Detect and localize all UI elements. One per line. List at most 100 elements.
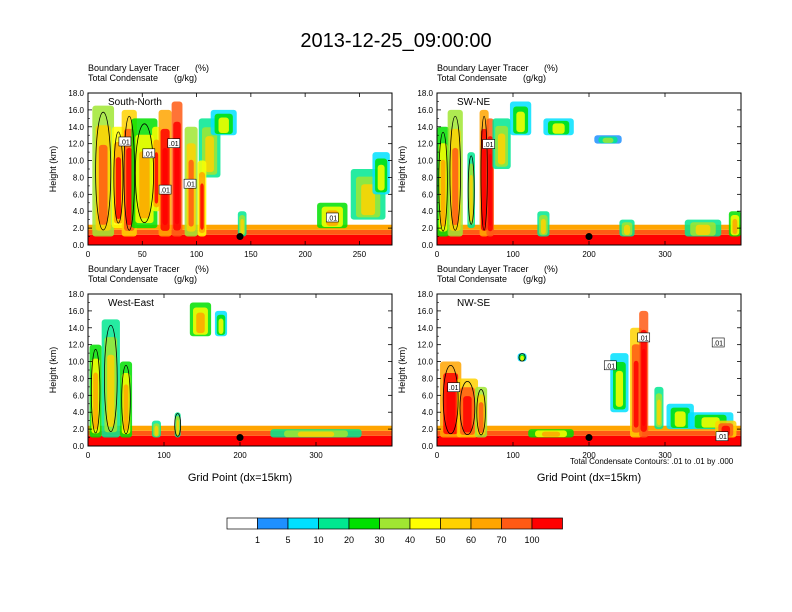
plume-4-level-3 (482, 147, 486, 226)
chart-panel-3: 0.0 2.0 4.0 6.0 8.0 10.0 12.0 14.0 16.0 18.0 0 100 2… (48, 264, 393, 484)
condensate-contour-2 (104, 324, 118, 433)
x-tick-label: 250 (353, 250, 367, 259)
contour-label-2: .01 (605, 363, 615, 370)
condensate-contour-3 (476, 389, 486, 436)
y-tick-label: 2.0 (422, 224, 434, 233)
plume-7-level-3 (154, 425, 159, 437)
contour-note: Total Condensate Contours: .01 to .01 by… (570, 457, 734, 466)
condensate-contour-3 (467, 155, 475, 225)
y-axis-label: Height (km) (397, 146, 407, 193)
location-marker (585, 233, 593, 241)
panel-unit-line2: (g/kg) (174, 274, 197, 284)
colorbar-box-7 (409, 517, 441, 530)
y-tick-label: 4.0 (422, 207, 434, 216)
contour-label-box-1 (637, 332, 651, 343)
x-tick-label: 200 (233, 451, 247, 460)
plume-5-level-3 (488, 153, 492, 226)
plume-1-level-3 (98, 144, 108, 225)
colorbar-label-3: 10 (313, 535, 323, 545)
plume-8-level-3 (297, 431, 335, 437)
plume-7-level-3 (174, 141, 180, 225)
x-tick-label: 0 (86, 451, 91, 460)
x-tick-label: 0 (86, 250, 91, 259)
surface-band-2 (437, 430, 741, 436)
y-tick-label: 10.0 (417, 157, 433, 166)
y-tick-label: 12.0 (417, 341, 433, 350)
panel-unit-line2: (g/kg) (174, 73, 197, 83)
panel-unit-line1: (%) (544, 63, 558, 73)
y-tick-label: 16.0 (68, 106, 84, 115)
y-tick-label: 6.0 (422, 391, 434, 400)
y-tick-label: 2.0 (422, 425, 434, 434)
plume-2-level-3 (463, 396, 472, 433)
panel-title-line1: Boundary Layer Tracer (88, 63, 180, 73)
y-tick-label: 8.0 (422, 374, 434, 383)
contour-label-1: .01 (484, 142, 494, 149)
colorbar-label-1: 1 (255, 535, 260, 545)
y-tick-label: 0.0 (422, 241, 434, 250)
condensate-contour-2 (449, 115, 461, 231)
tracer-field (88, 101, 392, 245)
plume-12-level-3 (240, 218, 244, 235)
panel-unit-line2: (g/kg) (523, 274, 546, 284)
plume-4-level-3 (520, 355, 524, 361)
plume-10-level-3 (218, 117, 229, 133)
plume-6-level-3 (497, 133, 506, 165)
x-tick-label: 100 (190, 250, 204, 259)
panel-label: NW-SE (457, 298, 490, 309)
surface-band-2 (88, 430, 392, 436)
plume-5-level-3 (615, 370, 624, 407)
y-tick-label: 16.0 (68, 307, 84, 316)
contour-label-3: .01 (169, 141, 179, 148)
y-tick-label: 4.0 (73, 408, 85, 417)
plume-4-level-3 (139, 151, 150, 219)
y-tick-label: 2.0 (73, 425, 85, 434)
condensate-contour-4 (480, 115, 488, 231)
y-tick-label: 12.0 (68, 140, 84, 149)
x-tick-label: 300 (658, 250, 672, 259)
y-tick-label: 4.0 (422, 408, 434, 417)
plume-3-level-3 (469, 174, 473, 222)
y-tick-label: 2.0 (73, 224, 85, 233)
x-tick-label: 100 (506, 451, 520, 460)
x-tick-label: 0 (435, 451, 440, 460)
colorbar-label-8: 60 (466, 535, 476, 545)
tracer-field (437, 310, 741, 446)
y-tick-label: 18.0 (68, 89, 84, 98)
y-tick-label: 6.0 (422, 190, 434, 199)
x-tick-label: 200 (582, 250, 596, 259)
condensate-contour-2 (459, 380, 476, 435)
colorbar-box-11 (531, 517, 563, 530)
y-tick-label: 8.0 (422, 173, 434, 182)
x-tick-label: 300 (658, 451, 672, 460)
plume-2-level-3 (115, 157, 122, 219)
x-tick-label: 200 (298, 250, 312, 259)
contour-label-box-1 (482, 139, 495, 149)
surface-band-3 (437, 224, 741, 230)
plume-7-level-3 (516, 111, 525, 133)
y-tick-label: 8.0 (73, 374, 85, 383)
plume-5-level-3 (154, 152, 159, 204)
x-tick-label: 50 (138, 250, 147, 259)
contour-label-box-5 (183, 178, 197, 189)
contour-label-6: .01 (327, 215, 337, 222)
colorbar-label-6: 40 (405, 535, 415, 545)
location-marker (236, 434, 244, 442)
panel-title-line1: Boundary Layer Tracer (437, 264, 529, 274)
x-tick-label: 100 (157, 451, 171, 460)
plume-7-level-3 (641, 348, 646, 427)
condensate-contour-1 (438, 131, 448, 232)
panel-title-line2: Total Condensate (437, 274, 507, 284)
contour-label-5: .01 (717, 434, 727, 441)
y-tick-label: 8.0 (73, 173, 85, 182)
y-tick-label: 6.0 (73, 391, 85, 400)
panel-unit-line2: (g/kg) (523, 73, 546, 83)
colorbar-label-10: 100 (524, 535, 539, 545)
colorbar-box-5 (348, 517, 380, 530)
location-marker (236, 233, 244, 241)
colorbar-label-2: 5 (285, 535, 290, 545)
x-tick-label: 150 (244, 250, 258, 259)
contour-label-2: .01 (144, 151, 154, 158)
y-tick-label: 14.0 (417, 324, 433, 333)
y-tick-label: 6.0 (73, 190, 85, 199)
